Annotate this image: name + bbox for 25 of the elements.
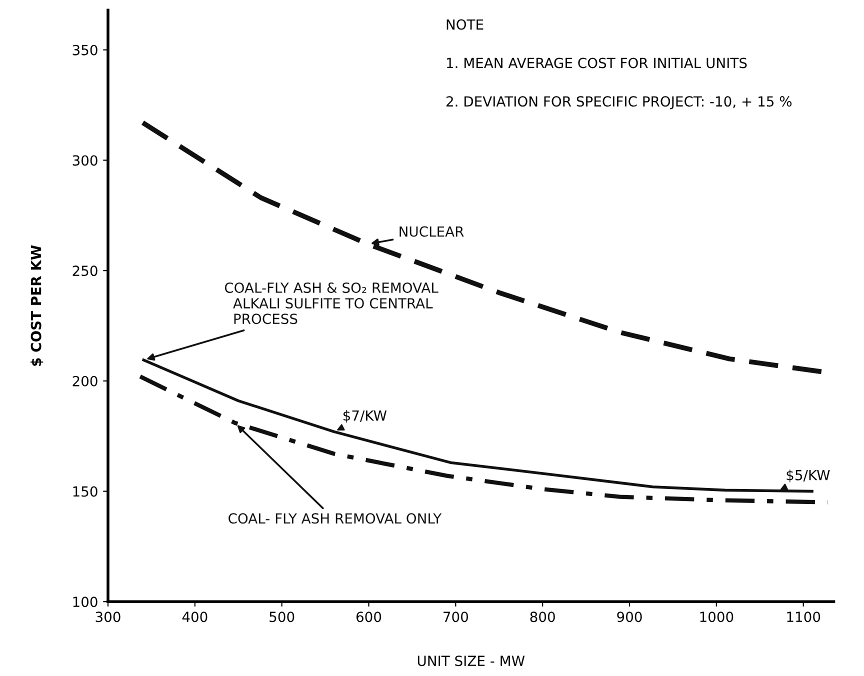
y-tick-label: 350 [72, 44, 98, 56]
text: COAL-FLY ASH & SO₂ REMOVAL ALKALI SULFITE TO CENTRAL PROCESS [224, 282, 438, 324]
series-label: NUCLEAR [400, 226, 464, 237]
text: COAL- FLY ASH REMOVAL ONLY [228, 513, 442, 524]
y-tick-label: 150 [73, 486, 98, 497]
y-tick-label: 250 [72, 266, 98, 276]
annotation: $5/KW [786, 470, 830, 482]
x-tick-label: 900 [617, 612, 642, 622]
y-tick-label: 300 [72, 155, 98, 166]
annotation: 2. DEVIATION FOR SPECIFIC PROJECT: -10, + 15 % [446, 96, 792, 110]
x-tick-label: 600 [356, 612, 382, 622]
x-tick-label: 1000 [700, 612, 734, 622]
x-axis-title: UNIT SIZE - MW [418, 656, 525, 666]
annotation: NOTE [446, 19, 484, 30]
x-tick-label: 800 [530, 612, 555, 622]
x-tick-label: 700 [444, 612, 468, 622]
x-tick-label: 400 [182, 612, 208, 622]
x-tick-label: 500 [270, 612, 294, 622]
y-axis-title: $ COST PER KW [30, 245, 44, 366]
x-tick-label: 300 [96, 612, 120, 622]
annotation: $7/KW [343, 410, 387, 423]
y-tick-label: 100 [73, 596, 98, 608]
annotation: 1. MEAN AVERAGE COST FOR INITIAL UNITS [447, 58, 747, 68]
y-tick-label: 200 [72, 376, 98, 386]
x-tick-label: 1100 [787, 612, 820, 622]
